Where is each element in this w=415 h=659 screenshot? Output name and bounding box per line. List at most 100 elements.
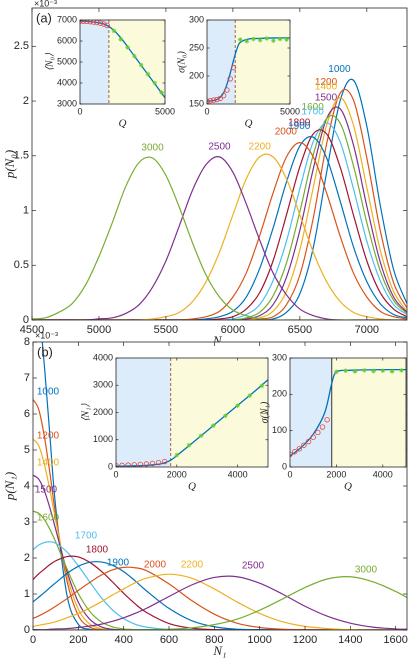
marker xyxy=(264,36,270,41)
marker xyxy=(380,368,386,374)
curve-label: 3000 xyxy=(355,565,378,576)
marker xyxy=(101,21,107,27)
y-tick-label: 6 xyxy=(24,408,30,420)
marker xyxy=(161,458,168,465)
x-tick-label: 800 xyxy=(205,634,223,646)
curve-label: 2200 xyxy=(249,142,272,153)
curve-label: 1500 xyxy=(35,485,58,496)
x-tick-label: 1200 xyxy=(293,634,317,646)
x-tick-label: 2000 xyxy=(167,469,187,479)
y-exponent: ×10⁻³ xyxy=(35,330,58,340)
marker xyxy=(132,53,137,59)
x-axis-label: Q xyxy=(119,118,127,130)
curve-label: 2500 xyxy=(242,561,265,572)
curve-label: 2500 xyxy=(208,142,231,153)
x-tick-label: 5000 xyxy=(155,106,175,116)
marker xyxy=(305,438,312,445)
y-tick-label: 200 xyxy=(189,70,204,80)
curve-label: 1900 xyxy=(288,121,311,132)
marker xyxy=(235,403,240,408)
curve xyxy=(32,156,407,320)
y-tick-label: 0 xyxy=(108,461,113,471)
x-axis-label: N₁ xyxy=(212,643,226,658)
curve xyxy=(32,114,407,320)
marker xyxy=(87,20,93,25)
x-tick-label: 0 xyxy=(204,106,209,116)
marker xyxy=(159,90,164,95)
y-tick-label: 7000 xyxy=(57,14,77,24)
marker xyxy=(125,462,131,467)
y-tick-label: 7 xyxy=(24,372,30,384)
x-tick-label: 0 xyxy=(113,469,118,479)
x-tick-label: 5500 xyxy=(154,324,178,336)
curve xyxy=(33,566,407,630)
y-tick-label: 2 xyxy=(23,95,29,107)
plot-area xyxy=(32,78,407,320)
marker xyxy=(315,429,321,436)
marker xyxy=(80,20,87,24)
curve xyxy=(32,97,407,320)
x-axis-label: Q xyxy=(188,481,196,493)
marker xyxy=(334,369,339,375)
curve xyxy=(33,399,407,630)
curve-label: 1400 xyxy=(315,81,338,92)
curve-label: 1400 xyxy=(37,458,60,469)
marker xyxy=(207,97,214,104)
curve xyxy=(290,368,406,457)
y-tick-label: 0 xyxy=(282,461,287,471)
x-tick-label: 1600 xyxy=(383,634,407,646)
marker xyxy=(155,459,162,466)
curve xyxy=(33,561,407,630)
marker xyxy=(84,20,90,25)
curve xyxy=(33,541,407,630)
y-tick-label: 0 xyxy=(23,314,29,326)
marker xyxy=(186,442,192,448)
y-tick-label: 4 xyxy=(24,480,30,492)
y-tick-label: 300 xyxy=(272,352,287,362)
curve xyxy=(32,136,407,320)
marker xyxy=(125,45,130,50)
marker xyxy=(247,393,253,398)
curve-label: 1700 xyxy=(75,531,98,542)
marker xyxy=(198,433,204,438)
curve xyxy=(33,575,407,630)
curve xyxy=(32,129,407,320)
curve xyxy=(32,153,407,320)
y-tick-label: 1 xyxy=(24,588,30,600)
y-tick-label: 1.5 xyxy=(14,150,29,162)
y-tick-label: 200 xyxy=(272,389,287,399)
x-tick-label: 6000 xyxy=(221,324,245,336)
x-tick-label: 7000 xyxy=(355,324,379,336)
y-tick-label: 100 xyxy=(272,425,287,435)
marker xyxy=(104,22,110,29)
curve xyxy=(33,573,407,630)
curve-label: 2200 xyxy=(181,560,204,571)
y-axis-label: p(N₁) xyxy=(2,472,17,501)
region xyxy=(235,20,290,104)
curve-label: 3000 xyxy=(141,143,164,154)
x-axis-label: Q xyxy=(344,481,352,493)
y-tick-label: 4000 xyxy=(93,352,113,362)
region xyxy=(331,358,406,467)
marker xyxy=(227,76,233,82)
curve xyxy=(207,37,290,102)
curve xyxy=(32,88,407,320)
marker xyxy=(223,413,228,419)
marker xyxy=(90,20,97,25)
marker xyxy=(149,460,156,467)
curve xyxy=(33,438,407,630)
x-tick-label: 5000 xyxy=(87,324,111,336)
y-tick-label: 0 xyxy=(24,624,30,636)
region xyxy=(80,20,109,104)
curve xyxy=(32,106,407,320)
inset: 150 200 250 300 0 5000 Qσ(N₀) xyxy=(176,14,300,129)
marker xyxy=(217,95,223,102)
curve-label: 2000 xyxy=(275,126,298,137)
x-tick-label: 1000 xyxy=(247,634,271,646)
inset: 0 1000 2000 3000 4000 0 2000 4000 Q ⟨N₁⟩ xyxy=(80,352,269,493)
marker xyxy=(143,461,150,467)
plot-area xyxy=(207,36,290,104)
axes-box xyxy=(32,341,408,631)
marker xyxy=(111,28,117,34)
curve xyxy=(33,510,407,630)
